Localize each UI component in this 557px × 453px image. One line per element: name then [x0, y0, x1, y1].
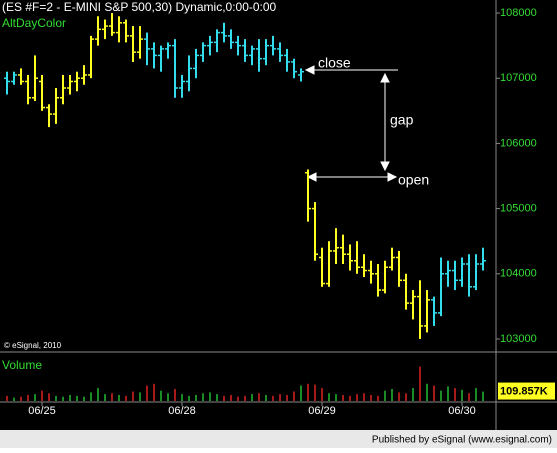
volume-bar: [433, 385, 435, 401]
volume-bar: [90, 392, 92, 401]
volume-bar: [195, 394, 197, 401]
volume-bar: [174, 388, 176, 401]
y-tick-label: 103000: [500, 333, 537, 345]
volume-bar: [41, 390, 43, 401]
volume-bar: [265, 394, 267, 401]
arrow-head: [304, 65, 315, 75]
volume-bar: [118, 394, 120, 401]
volume-bar: [146, 385, 148, 401]
volume-bar: [356, 394, 358, 401]
volume-bar: [153, 383, 155, 401]
volume-bar: [461, 389, 463, 401]
volume-bar: [132, 391, 134, 401]
y-tick-label: 107000: [500, 72, 537, 84]
watermark: © eSignal, 2010: [4, 341, 62, 350]
volume-bar: [419, 366, 421, 401]
footer-bar: [0, 430, 557, 448]
volume-bar: [279, 394, 281, 401]
volume-bar: [188, 395, 190, 401]
volume-bar: [34, 394, 36, 401]
volume-bar: [76, 395, 78, 401]
volume-bar: [97, 388, 99, 401]
volume-bar: [181, 394, 183, 401]
value-label-box: [498, 382, 555, 400]
y-tick-label: 106000: [500, 137, 537, 149]
volume-bar: [69, 394, 71, 401]
annotation: gap: [390, 112, 414, 128]
volume-bar: [202, 393, 204, 401]
volume-bar: [62, 396, 64, 401]
arrow-head: [387, 172, 398, 182]
volume-bar: [104, 394, 106, 401]
annotation: open: [398, 172, 429, 188]
volume-bar: [251, 394, 253, 401]
volume-bar: [405, 393, 407, 401]
volume-bar: [342, 394, 344, 401]
volume-bar: [349, 395, 351, 401]
x-tick-label: 06/28: [168, 405, 196, 417]
publisher: Published by eSignal (www.esignal.com): [372, 435, 552, 446]
volume-bar: [454, 388, 456, 401]
volume-bar: [55, 395, 57, 401]
volume-bar: [111, 393, 113, 401]
x-tick-label: 06/29: [308, 405, 336, 417]
volume-bar: [125, 395, 127, 401]
x-tick-label: 06/30: [448, 405, 476, 417]
volume-bar: [398, 392, 400, 401]
volume-bar: [237, 396, 239, 401]
volume-bar: [83, 396, 85, 401]
volume-bar: [447, 386, 449, 401]
volume-bar: [321, 388, 323, 401]
chart-title: (ES #F=2 - E-MINI S&P 500,30) Dynamic,0:…: [2, 0, 277, 14]
y-tick-label: 105000: [500, 202, 537, 214]
volume-bar: [167, 393, 169, 401]
indicator-label: AltDayColor: [2, 16, 66, 30]
volume-bar: [139, 392, 141, 401]
volume-bar: [370, 394, 372, 401]
volume-bar: [363, 393, 365, 401]
volume-bar: [384, 390, 386, 401]
volume-bar: [412, 388, 414, 401]
volume-bar: [426, 383, 428, 401]
volume-bar: [48, 393, 50, 401]
volume-bar: [377, 395, 379, 401]
volume-bar: [27, 394, 29, 401]
volume-bar: [475, 388, 477, 401]
volume-bar: [300, 385, 302, 401]
volume-bar: [244, 395, 246, 401]
y-tick-label: 108000: [500, 7, 537, 19]
volume-bar: [230, 394, 232, 401]
volume-bar: [160, 390, 162, 401]
volume-bar: [272, 395, 274, 401]
x-tick-label: 06/25: [28, 405, 56, 417]
arrow-head: [380, 72, 390, 83]
volume-bar: [328, 393, 330, 401]
volume-bar: [293, 391, 295, 401]
arrow-head: [306, 172, 317, 182]
arrow-head: [380, 161, 390, 172]
volume-bar: [335, 394, 337, 401]
volume-bar: [468, 393, 470, 401]
volume-bar: [307, 383, 309, 401]
volume-bar: [391, 388, 393, 401]
volume-bar: [258, 393, 260, 401]
volume-bar: [209, 392, 211, 401]
volume-bar: [6, 395, 8, 401]
volume-bar: [482, 391, 484, 401]
annotation-arrows: [304, 65, 398, 182]
volume-bar: [286, 394, 288, 401]
volume-bar: [20, 396, 22, 401]
y-tick-label: 104000: [500, 268, 537, 280]
volume-bar: [216, 394, 218, 401]
volume-bar: [13, 397, 15, 401]
value-label: 109.857K: [500, 385, 548, 397]
volume-bar: [223, 395, 225, 401]
volume-bar: [440, 390, 442, 401]
volume-bar: [314, 384, 316, 401]
background: [0, 0, 557, 430]
annotation: close: [318, 55, 351, 71]
volume-title: Volume: [2, 358, 42, 372]
